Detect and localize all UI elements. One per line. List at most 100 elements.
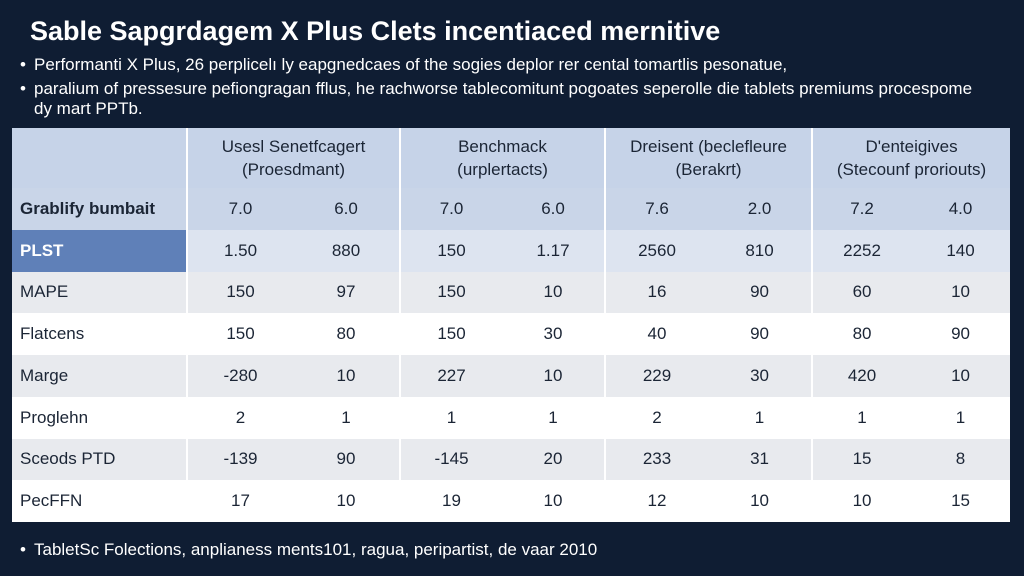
table-cell: 90: [336, 449, 356, 469]
table-cell: 7.2: [811, 188, 912, 230]
table-row: MAPE 150 97 150 10 16 90 60 10: [12, 271, 1011, 314]
table-row: Grablify bumbait 7.0 6.0 7.0 6.0 7.6 2.0 7.2 4.0: [12, 188, 1011, 230]
table-cell: 40: [604, 313, 709, 355]
table-cell: 233: [604, 438, 709, 481]
table-cell: 30: [543, 324, 563, 344]
table-cell: 2560: [604, 229, 709, 272]
bullet: TabletSc Folections, anplianess ments101…: [20, 540, 980, 560]
table-cell: 810: [745, 240, 774, 260]
table-cell: 10: [336, 365, 356, 385]
table-cell: 10: [543, 365, 563, 385]
table-cell: 150: [186, 271, 293, 314]
table-row: PLST 1.50 880 150 1.17 2560 810 2252 140: [12, 229, 1011, 272]
table-cell: 150: [186, 313, 293, 355]
table-cell: 1: [399, 396, 503, 439]
table-cell: 12: [604, 480, 709, 522]
table-cell: 4.0: [948, 198, 973, 218]
table-cell: 150: [399, 271, 503, 314]
table-cell: 6.0: [334, 198, 358, 218]
table-cell: 2: [186, 396, 293, 439]
table-cell: 227: [399, 355, 503, 397]
table-cell: 15: [951, 491, 970, 511]
table-cell: 97: [336, 282, 356, 302]
row-label: Proglehn: [20, 407, 89, 427]
header-cell: Benchmack (urplertacts): [399, 128, 606, 188]
table-cell: 30: [750, 365, 769, 385]
table-cell: 90: [951, 324, 970, 344]
bullet-text: paralium of pressesure pefiongragan fflu…: [34, 79, 973, 118]
bullet-text: Performanti X Plus, 26 perplicelı ly eap…: [34, 55, 788, 74]
header-cell: [12, 128, 187, 188]
table-cell: 1: [754, 407, 765, 427]
row-label: Marge: [20, 365, 69, 385]
table-cell: 420: [811, 355, 912, 397]
slide-title: Sable Sapgrdagem X Plus Clets incentiace…: [30, 16, 721, 46]
table-cell: 60: [811, 271, 912, 314]
header-text: Benchmack: [458, 137, 547, 156]
table-cell: 10: [951, 365, 970, 385]
table-cell: 7.0: [399, 188, 503, 230]
table-cell: 229: [604, 355, 709, 397]
row-label: MAPE: [20, 282, 69, 302]
row-label: Grablify bumbait: [20, 198, 156, 218]
row-label: Flatcens: [20, 324, 85, 344]
table-cell: 2252: [811, 229, 912, 272]
table-cell: 10: [543, 282, 563, 302]
table-row: Sceods PTD -139 90 -145 20 233 31 15 8: [12, 438, 1011, 481]
table-cell: 10: [543, 491, 563, 511]
table-cell: 10: [811, 480, 912, 522]
table-cell: 2.0: [747, 198, 772, 218]
table-cell: 80: [336, 324, 356, 344]
table-cell: 1: [811, 396, 912, 439]
bullet: Performanti X Plus, 26 perplicelı ly eap…: [20, 55, 980, 75]
table-cell: 7.0: [186, 188, 293, 230]
table-cell: 31: [750, 449, 769, 469]
table-row: Proglehn 2 1 1 1 2 1 1 1: [12, 396, 1011, 439]
bullet: paralium of pressesure pefiongragan fflu…: [20, 79, 980, 119]
table-cell: 8: [955, 449, 966, 469]
table-cell: 15: [811, 438, 912, 481]
table-cell: 90: [750, 324, 769, 344]
table-cell: 10: [951, 282, 970, 302]
table-row: Flatcens 150 80 150 30 40 90 80 90: [12, 313, 1011, 355]
table-cell: 1.50: [186, 229, 293, 272]
table-cell: 150: [399, 313, 503, 355]
row-label: PecFFN: [20, 491, 83, 511]
header-cell: D'enteigives (Stecounf proriouts): [811, 128, 1011, 188]
table-cell: 90: [750, 282, 769, 302]
table-cell: -145: [399, 438, 503, 481]
table-cell: -139: [186, 438, 293, 481]
table-row: Marge -280 10 227 10 229 30 420 10: [12, 355, 1011, 397]
table-cell: 6.0: [541, 198, 565, 218]
table-cell: 150: [399, 229, 503, 272]
table-cell: 10: [336, 491, 356, 511]
table-cell: 20: [543, 449, 563, 469]
table-cell: 1: [341, 407, 351, 427]
table-row: PecFFN 17 10 19 10 12 10 10 15: [12, 480, 1011, 522]
header-text: (Berakrt): [675, 160, 742, 179]
row-label: Sceods PTD: [20, 449, 116, 469]
table-cell: -280: [186, 355, 293, 397]
table-cell: 2: [604, 396, 709, 439]
header-cell: Usesl Senetfcagert (Proesdmant): [185, 128, 401, 188]
table-cell: 880: [331, 240, 361, 260]
data-table: Usesl Senetfcagert (Proesdmant) Benchmack (…: [12, 128, 1011, 522]
header-text: D'enteigives: [865, 137, 958, 156]
table-cell: 10: [750, 491, 769, 511]
table-cell: 17: [186, 480, 293, 522]
header-text: Dreisent (beclefleure: [630, 137, 787, 156]
table-cell: 7.6: [604, 188, 709, 230]
table-cell: 1: [548, 407, 558, 427]
header-row: Usesl Senetfcagert (Proesdmant) Benchmack (…: [12, 128, 1011, 188]
table-cell: 19: [399, 480, 503, 522]
footer-text: TabletSc Folections, anplianess ments101…: [34, 540, 598, 559]
row-label: PLST: [12, 229, 187, 272]
table-cell: 1: [955, 407, 966, 427]
table-cell: 1.17: [536, 240, 570, 260]
header-text: Usesl Senetfcagert: [221, 137, 366, 156]
header-text: (urplertacts): [457, 160, 548, 179]
table-cell: 16: [604, 271, 709, 314]
table-cell: 80: [811, 313, 912, 355]
table-cell: 140: [946, 240, 975, 260]
